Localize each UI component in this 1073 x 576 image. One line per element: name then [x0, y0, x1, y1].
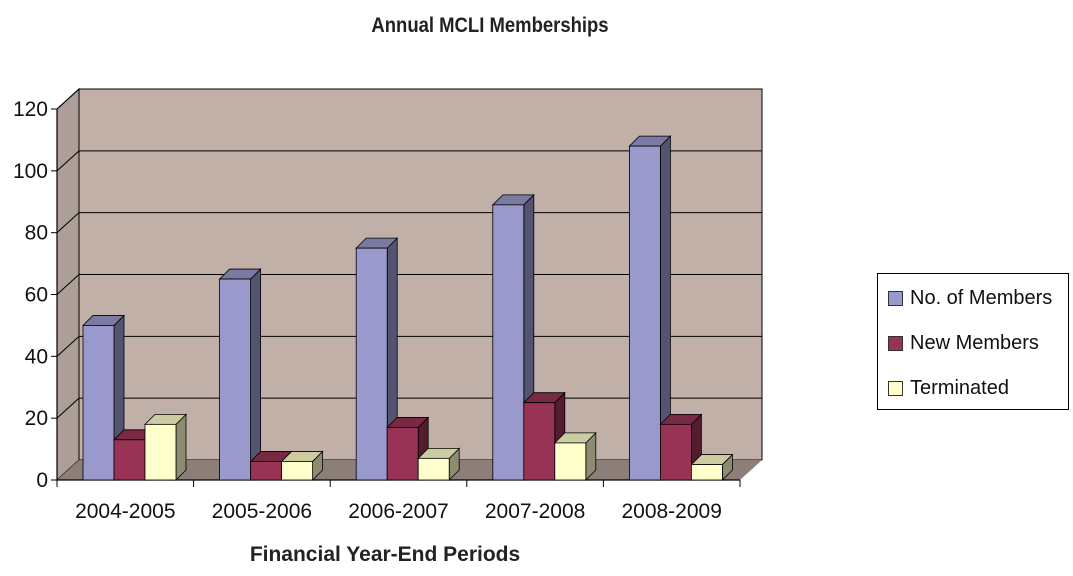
x-tick-label: 2004-2005	[75, 500, 175, 523]
bar-no-of-members	[628, 135, 672, 481]
legend-label: New Members	[910, 331, 1039, 354]
y-tick-label: 0	[36, 469, 48, 492]
legend-swatch-no-of-members	[888, 290, 903, 306]
x-tick-label: 2007-2008	[485, 500, 585, 523]
legend-label: Terminated	[910, 376, 1009, 399]
bar-no-of-members	[218, 268, 262, 481]
y-tick-label: 20	[25, 407, 48, 430]
bar-front-face	[281, 461, 314, 481]
bar-front-face	[355, 247, 388, 481]
bar-front-face	[554, 442, 587, 481]
y-tick-label: 100	[13, 160, 48, 183]
bar-side-face	[175, 413, 187, 481]
bar-side-face	[250, 268, 262, 481]
bar-terminated	[280, 450, 324, 481]
gridline	[56, 335, 762, 357]
x-tick-label: 2005-2006	[212, 500, 312, 523]
bar-front-face	[523, 402, 556, 481]
gridline	[56, 88, 762, 110]
legend-swatch-new-members	[888, 335, 903, 351]
legend: No. of Members New Members Terminated	[877, 273, 1069, 410]
legend-item-new-members: New Members	[888, 331, 1039, 355]
bar-no-of-members	[82, 314, 125, 481]
bar-front-face	[113, 439, 146, 481]
y-tick-label: 120	[13, 98, 48, 121]
tick-labels: 0 20 40 60 80 100 120 2004-2005 2005-2006 2006-20…	[13, 98, 722, 523]
legend-item-terminated: Terminated	[888, 376, 1009, 400]
bar-front-face	[660, 423, 692, 481]
legend-label: No. of Members	[910, 286, 1053, 309]
bar-front-face	[82, 325, 115, 481]
bars	[82, 135, 734, 481]
bar-front-face	[144, 423, 177, 481]
gridline	[56, 274, 762, 295]
y-tick-label: 60	[25, 284, 48, 307]
bar-front-face	[629, 145, 661, 481]
bar-front-face	[691, 464, 723, 481]
bar-terminated	[553, 431, 597, 481]
bar-terminated	[690, 453, 734, 481]
x-tick-label: 2006-2007	[348, 500, 448, 523]
gridlines	[56, 88, 762, 419]
y-tick-label: 80	[25, 222, 48, 245]
x-axis-title: Financial Year-End Periods	[249, 543, 521, 566]
chart-title: Annual MCLI Memberships	[371, 14, 609, 37]
legend-swatch-terminated	[888, 380, 903, 396]
bar-front-face	[386, 427, 419, 481]
bar-terminated	[144, 413, 187, 481]
legend-item-no-of-members: No. of Members	[888, 286, 1052, 310]
bar-no-of-members	[355, 237, 399, 481]
bar-front-face	[417, 457, 450, 481]
bar-front-face	[250, 461, 283, 481]
bar-terminated	[417, 447, 461, 481]
gridline	[56, 212, 762, 234]
y-tick-label: 40	[25, 345, 48, 368]
bar-front-face	[219, 278, 252, 481]
bar-front-face	[492, 204, 525, 481]
gridline	[56, 150, 762, 172]
x-tick-label: 2008-2009	[621, 500, 721, 523]
